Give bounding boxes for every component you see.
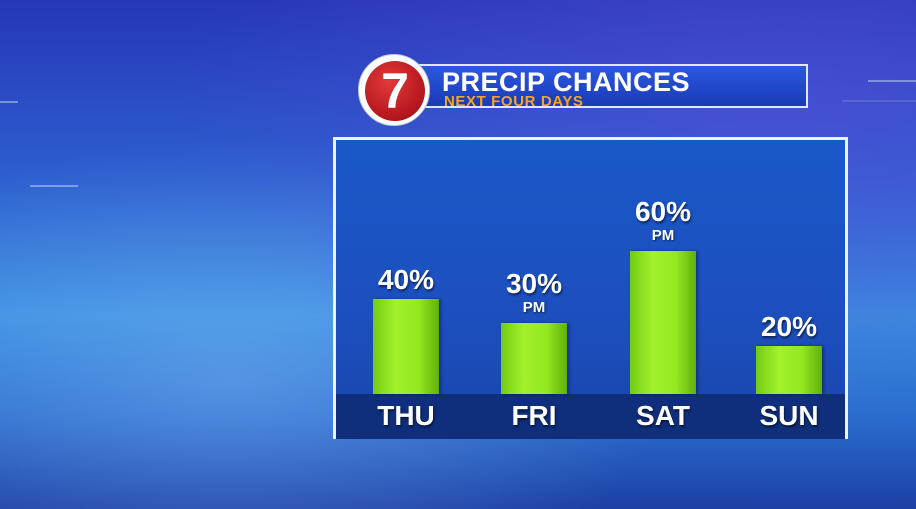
value-label-sun: 20% [760,311,818,343]
chart-subtitle: NEXT FOUR DAYS [444,93,584,110]
day-label-sat: SAT [636,400,690,431]
value-label-thu: 40% [377,263,435,295]
bar-fri [501,322,567,394]
value-label-fri: 30% [505,267,563,299]
day-axis-band [336,394,845,439]
bar-thu [373,298,439,394]
station-logo: 7 [358,54,430,126]
title-block: PRECIP CHANCES NEXT FOUR DAYS 7 [358,54,814,126]
background-line [0,101,18,103]
day-label-sun: SUN [759,400,819,431]
bar-sat [630,251,696,394]
note-label-fri: PM [522,298,546,316]
chart-panel: 40% THU 30% PM FRI 60% PM SAT 20% SUN [333,137,848,439]
logo-seven-text: 7 [381,63,409,119]
title-banner: PRECIP CHANCES NEXT FOUR DAYS [410,64,808,110]
day-label-fri: FRI [511,400,557,431]
day-label-thu: THU [377,400,435,431]
bar-sun [756,346,822,394]
background-line [868,80,916,82]
chart-title: PRECIP CHANCES [442,67,691,97]
background-line [30,185,78,187]
logo-circle: 7 [365,61,425,121]
note-label-sat: PM [651,227,675,245]
background-line [842,100,916,102]
value-label-sat: 60% [634,196,692,228]
